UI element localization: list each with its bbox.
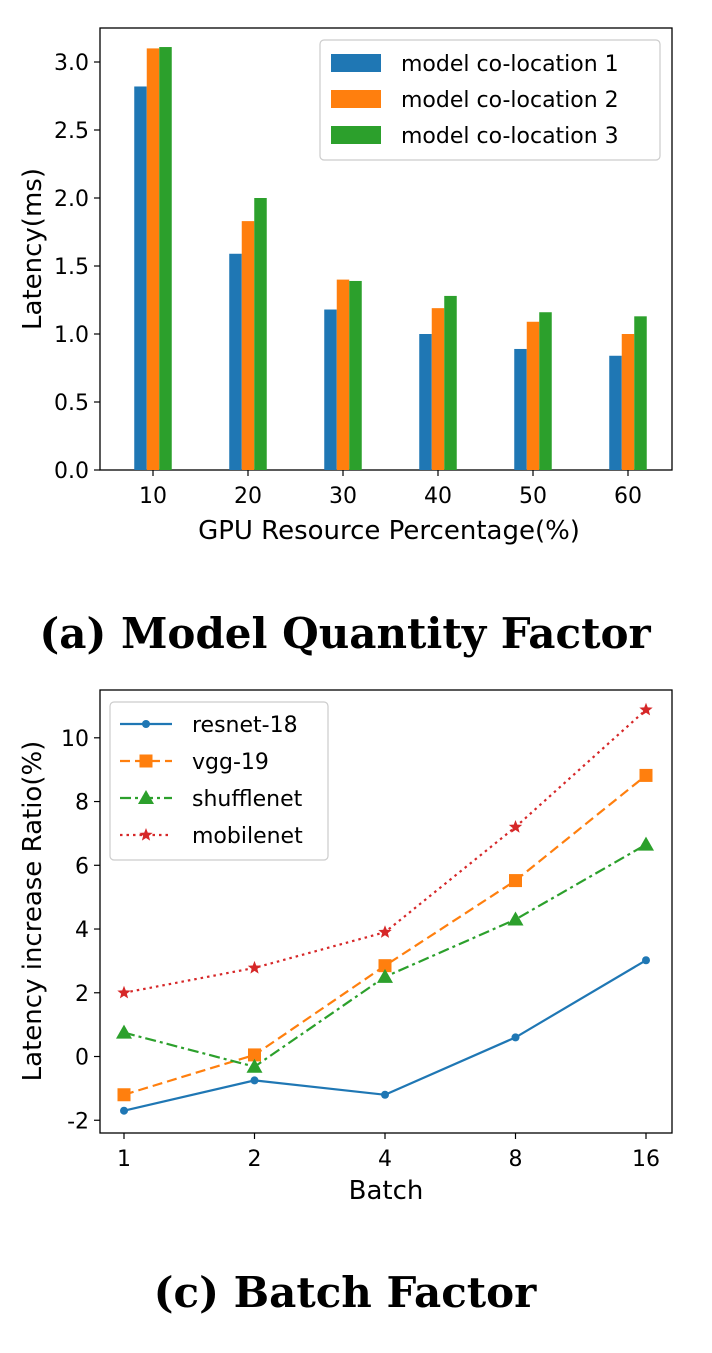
- bar-30-series-1: [324, 309, 337, 470]
- x-tick-label: 4: [378, 1147, 392, 1172]
- y-tick-label: 3.0: [54, 51, 89, 76]
- x-tick-label: 8: [509, 1147, 523, 1172]
- legend-box-c: [109, 701, 329, 861]
- plot-frame-a: [99, 27, 673, 471]
- point-resnet-18-1: [120, 1106, 128, 1115]
- legend-swatch-2: [331, 90, 381, 108]
- point-vgg-19-8: [509, 874, 522, 888]
- point-shufflenet-2: [246, 1058, 263, 1073]
- bar-50-series-1: [514, 348, 527, 470]
- y-tick-label: 1.0: [54, 323, 89, 348]
- y-tick-label: 2.5: [54, 119, 89, 144]
- bar-20-series-1: [229, 253, 242, 470]
- legend-c: resnet-18 vgg-19 shufflenet mobilenet: [109, 701, 329, 861]
- point-mobilenet-2: [247, 960, 262, 974]
- y-tick-label: 6: [75, 854, 89, 879]
- x-ticks-c: 1 2 4 8 16: [117, 1133, 660, 1172]
- y-ticks-c: -2 0 2 4 6 8 10: [61, 727, 100, 1134]
- bar-10-series-1: [134, 86, 147, 470]
- point-resnet-18-8: [511, 1033, 520, 1042]
- bar-50-series-2: [526, 321, 540, 470]
- y-tick-label: 8: [75, 791, 89, 816]
- point-resnet-18-2: [250, 1076, 259, 1085]
- bar-40-series-1: [419, 334, 432, 470]
- point-vgg-19-16: [639, 768, 653, 782]
- legend-marker-resnet-18: [142, 720, 150, 728]
- legend-label-vgg-19: vgg-19: [192, 750, 269, 775]
- bar-60-series-2: [621, 334, 635, 470]
- plot-frame-c: [99, 689, 673, 1134]
- y-axis-label-a: Latency(ms): [18, 168, 48, 330]
- bar-20-series-3: [254, 198, 267, 470]
- legend-label-mobilenet: mobilenet: [192, 824, 303, 849]
- x-tick-label: 60: [614, 484, 642, 509]
- legend-label-1: model co-location 1: [401, 52, 619, 77]
- legend-box-a: [319, 39, 661, 161]
- caption-c: (c) Batch Factor: [154, 1268, 538, 1317]
- bar-20-series-2: [241, 221, 255, 470]
- y-tick-label: 10: [61, 727, 89, 752]
- y-tick-label: 0.0: [54, 459, 89, 484]
- chart-model-quantity: 0.0 0.5 1.0 1.5 2.0 2.5 3.0 10 20 30 40 50 60 GPU R…: [18, 27, 673, 658]
- y-tick-label: -2: [67, 1109, 89, 1134]
- bar-10-series-3: [159, 47, 172, 470]
- x-tick-label: 40: [424, 484, 452, 509]
- bar-30-series-2: [336, 279, 350, 470]
- point-resnet-18-16: [642, 956, 650, 965]
- point-vgg-19-1: [117, 1088, 131, 1102]
- point-shufflenet-1: [116, 1024, 132, 1039]
- legend-label-2: model co-location 2: [401, 88, 619, 113]
- point-mobilenet-1: [117, 985, 131, 999]
- point-vgg-19-2: [248, 1048, 261, 1062]
- y-tick-label: 4: [75, 918, 89, 943]
- bar-30-series-3: [349, 280, 362, 470]
- legend-marker-mobilenet: [139, 828, 153, 841]
- bar-40-series-3: [444, 295, 457, 470]
- lines-c: [116, 702, 654, 1115]
- point-resnet-18-4: [381, 1090, 389, 1099]
- x-tick-label: 2: [248, 1147, 262, 1172]
- point-shufflenet-4: [377, 968, 393, 983]
- y-tick-label: 2: [75, 982, 89, 1007]
- y-tick-label: 0.5: [54, 391, 89, 416]
- point-mobilenet-4: [378, 925, 392, 938]
- caption-a: (a) Model Quantity Factor: [39, 609, 651, 658]
- bar-60-series-3: [634, 316, 647, 470]
- legend-a: model co-location 1 model co-location 2 mo…: [319, 39, 661, 161]
- point-mobilenet-16: [639, 702, 653, 716]
- y-tick-label: 0: [75, 1046, 89, 1071]
- legend-marker-vgg-19: [139, 754, 153, 768]
- line-shufflenet: [123, 843, 647, 1068]
- bars-a: [134, 47, 647, 471]
- legend-swatch-3: [331, 126, 381, 144]
- x-tick-label: 1: [117, 1147, 131, 1172]
- point-mobilenet-8: [508, 820, 523, 833]
- x-ticks-a: 10 20 30 40 50 60: [139, 470, 642, 509]
- point-shufflenet-8: [507, 911, 524, 926]
- x-tick-label: 30: [329, 484, 357, 509]
- x-tick-label: 16: [632, 1147, 660, 1172]
- x-tick-label: 50: [519, 484, 547, 509]
- legend-label-3: model co-location 3: [401, 124, 619, 149]
- point-shufflenet-16: [638, 836, 654, 851]
- point-vgg-19-4: [378, 959, 392, 973]
- legend-marker-shufflenet: [138, 790, 154, 804]
- y-ticks-a: 0.0 0.5 1.0 1.5 2.0 2.5 3.0: [54, 51, 100, 484]
- legend-label-shufflenet: shufflenet: [192, 787, 303, 812]
- bar-40-series-2: [431, 308, 445, 470]
- bar-60-series-1: [609, 355, 622, 470]
- legend-swatch-1: [331, 54, 381, 72]
- x-tick-label: 10: [139, 484, 167, 509]
- x-axis-label-c: Batch: [349, 1176, 424, 1206]
- x-tick-label: 20: [234, 484, 262, 509]
- legend-label-resnet-18: resnet-18: [192, 713, 298, 738]
- bar-10-series-2: [146, 48, 160, 471]
- y-axis-label-c: Latency increase Ratio(%): [18, 741, 48, 1082]
- bar-50-series-3: [539, 312, 552, 470]
- y-tick-label: 2.0: [54, 187, 89, 212]
- x-axis-label-a: GPU Resource Percentage(%): [198, 516, 580, 546]
- y-tick-label: 1.5: [54, 255, 89, 280]
